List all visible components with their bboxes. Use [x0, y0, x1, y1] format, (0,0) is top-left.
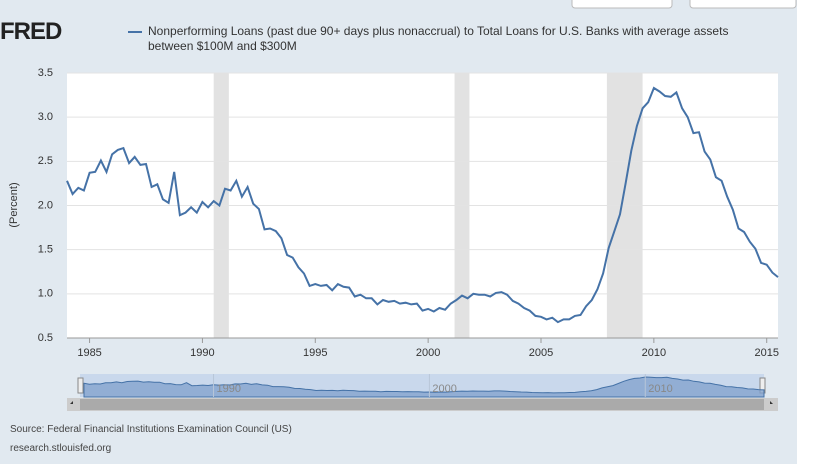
x-tick-label: 1995 — [303, 347, 327, 359]
handle[interactable] — [77, 377, 84, 394]
series-line — [66, 86, 779, 324]
chart: (Percent) 0.5 1.0 1.5 2.0 2.5 3.0 3.5 1985 1990 1… — [8, 0, 797, 411]
navigator-tick-label: 2010 — [648, 383, 672, 395]
navigator-tick-label: 2000 — [432, 383, 456, 395]
x-tick-label: 2000 — [416, 347, 440, 359]
site: research.stlouisfed.org — [10, 443, 112, 454]
y-tick-label: 1.0 — [38, 288, 53, 300]
x-tick-label: 2005 — [529, 347, 553, 359]
y-tick-label: 3.5 — [38, 67, 53, 79]
y-tick-label: 0.5 — [38, 332, 53, 344]
y-tick-label: 3.0 — [38, 111, 53, 123]
x-tick-label: 2010 — [642, 347, 666, 359]
arrow-left[interactable] — [70, 401, 73, 404]
x-tick-label: 1990 — [190, 347, 214, 359]
y-axis-label: (Percent) — [8, 182, 20, 227]
source: Source: Federal Financial Institutions E… — [10, 424, 292, 435]
button[interactable] — [571, 0, 673, 9]
y-tick-label: 1.5 — [38, 244, 53, 256]
navigator-tick-label: 1990 — [217, 383, 241, 395]
x-tick-label: 1985 — [77, 347, 101, 359]
navigator-series — [83, 376, 765, 398]
arrow-right[interactable] — [770, 401, 773, 404]
y-tick-label: 2.5 — [38, 155, 53, 167]
legend-title: Nonperforming Loans (past due 90+ days p… — [148, 24, 729, 53]
scrollbar-thumb[interactable] — [80, 399, 764, 410]
x-tick-label: 2015 — [754, 347, 778, 359]
logo: FRED — [0, 18, 62, 45]
y-tick-label: 2.0 — [38, 199, 53, 211]
button[interactable] — [689, 0, 797, 9]
